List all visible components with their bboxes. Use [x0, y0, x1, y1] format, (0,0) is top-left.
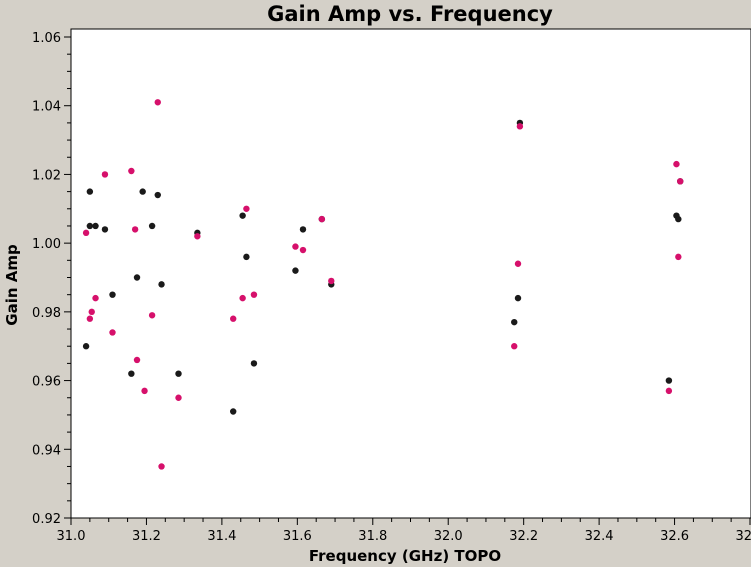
- y-tick-label: 1.02: [32, 168, 61, 183]
- data-point[interactable]: [243, 205, 250, 212]
- data-point[interactable]: [250, 360, 258, 367]
- y-tick-label: 0.98: [32, 306, 61, 321]
- y-tick-label: 0.96: [32, 375, 61, 390]
- data-point[interactable]: [92, 222, 99, 230]
- data-point[interactable]: [230, 408, 237, 415]
- data-point[interactable]: [665, 377, 673, 384]
- x-tick-label: 32.0: [434, 529, 463, 544]
- data-point[interactable]: [82, 343, 90, 350]
- data-point[interactable]: [131, 226, 139, 233]
- y-tick-label: 1.00: [32, 237, 61, 252]
- data-point[interactable]: [154, 191, 161, 199]
- data-point[interactable]: [141, 387, 148, 395]
- x-tick-label: 31.8: [358, 529, 387, 544]
- data-point[interactable]: [175, 370, 182, 377]
- data-point[interactable]: [299, 226, 307, 233]
- data-point[interactable]: [673, 160, 680, 168]
- data-point[interactable]: [175, 394, 182, 401]
- data-point[interactable]: [88, 308, 95, 316]
- data-point[interactable]: [318, 215, 326, 223]
- y-tick-label: 0.94: [32, 443, 61, 458]
- x-tick-label: 32.6: [660, 529, 689, 544]
- data-point[interactable]: [101, 171, 109, 178]
- data-point[interactable]: [511, 318, 518, 326]
- data-point[interactable]: [675, 215, 682, 223]
- data-point[interactable]: [514, 260, 522, 267]
- data-point[interactable]: [128, 167, 135, 175]
- x-tick-label: 31.0: [57, 529, 86, 544]
- data-point[interactable]: [511, 343, 518, 350]
- data-point[interactable]: [514, 294, 522, 302]
- data-point[interactable]: [158, 463, 165, 470]
- x-tick-label: 31.2: [132, 529, 161, 544]
- y-tick-label: 1.04: [32, 100, 61, 115]
- data-point[interactable]: [109, 291, 116, 298]
- data-point[interactable]: [133, 356, 141, 364]
- data-point[interactable]: [86, 188, 94, 195]
- plot-area: [70, 28, 751, 519]
- x-tick-label: 32.4: [585, 529, 614, 544]
- data-point[interactable]: [154, 99, 161, 106]
- x-tick-label: 31.4: [207, 529, 236, 544]
- data-point[interactable]: [92, 294, 99, 302]
- data-point[interactable]: [250, 291, 258, 298]
- data-point[interactable]: [675, 253, 682, 261]
- data-point[interactable]: [86, 222, 94, 230]
- data-point[interactable]: [128, 370, 135, 377]
- data-point[interactable]: [239, 294, 246, 302]
- data-point[interactable]: [243, 253, 250, 261]
- y-axis-label: Gain Amp: [3, 244, 21, 326]
- x-tick-label: 32.2: [509, 529, 538, 544]
- data-point[interactable]: [139, 188, 146, 195]
- y-tick-label: 1.06: [32, 31, 61, 46]
- data-point[interactable]: [101, 226, 109, 233]
- data-point[interactable]: [158, 281, 165, 288]
- data-point[interactable]: [239, 212, 246, 219]
- y-tick-label: 0.92: [32, 512, 61, 527]
- x-tick-label: 31.6: [283, 529, 312, 544]
- x-axis-label: Frequency (GHz) TOPO: [308, 547, 502, 565]
- data-point[interactable]: [86, 315, 94, 322]
- data-point[interactable]: [230, 315, 237, 322]
- data-point[interactable]: [148, 312, 156, 319]
- data-point[interactable]: [328, 277, 335, 285]
- data-point[interactable]: [665, 387, 673, 395]
- data-point[interactable]: [194, 233, 201, 240]
- data-point[interactable]: [109, 329, 116, 336]
- data-point[interactable]: [148, 222, 156, 230]
- data-point[interactable]: [299, 246, 307, 254]
- data-point[interactable]: [133, 274, 141, 281]
- data-point[interactable]: [82, 229, 90, 237]
- chart-title: Gain Amp vs. Frequency: [267, 2, 553, 26]
- data-point[interactable]: [516, 123, 524, 130]
- x-tick-label: 32.8: [736, 529, 751, 544]
- data-point[interactable]: [677, 178, 684, 185]
- data-point[interactable]: [292, 243, 299, 250]
- data-point[interactable]: [292, 267, 299, 274]
